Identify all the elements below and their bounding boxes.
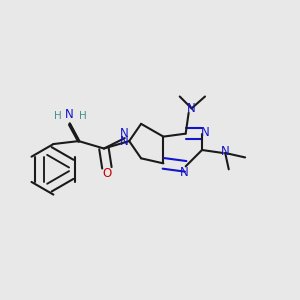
Text: N: N [187, 102, 196, 115]
Text: N: N [65, 108, 74, 121]
Text: O: O [102, 167, 112, 180]
Text: N: N [221, 145, 230, 158]
Text: N: N [201, 126, 209, 139]
Text: H: H [54, 111, 62, 121]
Text: H: H [79, 111, 87, 121]
Text: N: N [180, 166, 189, 179]
Text: N: N [120, 135, 129, 148]
Text: N: N [120, 127, 129, 140]
